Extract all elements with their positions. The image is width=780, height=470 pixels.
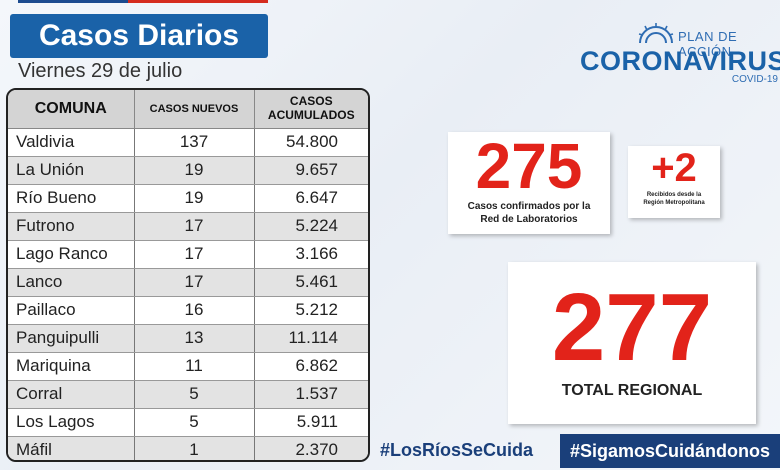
table-row: La Unión 19 9.657 bbox=[8, 156, 368, 185]
cell-casos-nuevos: 11 bbox=[134, 352, 255, 381]
table-row: Máfil 1 2.370 bbox=[8, 436, 368, 460]
cell-casos-acumulados: 5.212 bbox=[254, 296, 368, 325]
cell-casos-acumulados: 6.647 bbox=[254, 184, 368, 213]
cell-casos-nuevos: 16 bbox=[134, 296, 255, 325]
cell-casos-nuevos: 17 bbox=[134, 212, 255, 241]
confirmed-cases-card: 275 Casos confirmados por la Red de Labo… bbox=[448, 132, 610, 234]
table-row: Los Lagos 5 5.911 bbox=[8, 408, 368, 437]
header-casos-acumulados: CASOS ACUMULADOS bbox=[254, 90, 368, 129]
cell-casos-acumulados: 5.224 bbox=[254, 212, 368, 241]
cell-casos-acumulados: 54.800 bbox=[254, 128, 368, 157]
table-row: Río Bueno 19 6.647 bbox=[8, 184, 368, 213]
cell-comuna: Valdivia bbox=[8, 128, 135, 157]
cell-casos-nuevos: 17 bbox=[134, 240, 255, 269]
confirmed-value: 275 bbox=[475, 130, 583, 202]
cell-comuna: Lago Ranco bbox=[8, 240, 135, 269]
cell-casos-nuevos: 1 bbox=[134, 436, 255, 460]
cell-casos-acumulados: 1.537 bbox=[254, 380, 368, 409]
cell-comuna: Corral bbox=[8, 380, 135, 409]
logo-coronavirus-text: CORONAVIRUS bbox=[580, 46, 780, 76]
cell-casos-nuevos: 5 bbox=[134, 408, 255, 437]
metropolitana-cases-card: +2 Recibidos desde la Región Metropolita… bbox=[628, 146, 720, 218]
table-row: Valdivia 137 54.800 bbox=[8, 128, 368, 157]
metropolitana-label-line2: Región Metropolitana bbox=[643, 199, 705, 206]
report-date: Viernes 29 de julio bbox=[18, 60, 183, 82]
hashtag-sigamos: #SigamosCuidándonos bbox=[560, 434, 780, 468]
table-row: Futrono 17 5.224 bbox=[8, 212, 368, 241]
table-row: Paillaco 16 5.212 bbox=[8, 296, 368, 325]
cell-comuna: Río Bueno bbox=[8, 184, 135, 213]
cell-comuna: Futrono bbox=[8, 212, 135, 241]
cell-comuna: Mariquina bbox=[8, 352, 135, 381]
cell-comuna: Lanco bbox=[8, 268, 135, 297]
cell-casos-acumulados: 5.911 bbox=[254, 408, 368, 437]
sun-emblem-icon bbox=[638, 23, 674, 44]
table-row: Lanco 17 5.461 bbox=[8, 268, 368, 297]
cell-casos-nuevos: 5 bbox=[134, 380, 255, 409]
total-label: TOTAL REGIONAL bbox=[561, 382, 703, 399]
metropolitana-label-line1: Recibidos desde la bbox=[646, 192, 702, 198]
cell-casos-nuevos: 137 bbox=[134, 128, 255, 157]
confirmed-label: Casos confirmados por la Red de Laborato… bbox=[448, 200, 610, 226]
header-acumulados-line1: CASOS bbox=[289, 93, 333, 108]
table-row: Lago Ranco 17 3.166 bbox=[8, 240, 368, 269]
cell-casos-acumulados: 3.166 bbox=[254, 240, 368, 269]
total-regional-card: 277 TOTAL REGIONAL bbox=[508, 262, 756, 424]
logo-plan-text: PLAN DE ACCIÓN bbox=[678, 29, 738, 59]
table-row: Mariquina 11 6.862 bbox=[8, 352, 368, 381]
cell-comuna: Paillaco bbox=[8, 296, 135, 325]
cell-casos-nuevos: 13 bbox=[134, 324, 255, 353]
cell-casos-acumulados: 6.862 bbox=[254, 352, 368, 381]
logo-covid-text: COVID-19 bbox=[731, 74, 778, 85]
cell-casos-acumulados: 5.461 bbox=[254, 268, 368, 297]
cases-table: COMUNA CASOS NUEVOS CASOS ACUMULADOS Val… bbox=[6, 88, 370, 462]
cell-casos-acumulados: 2.370 bbox=[254, 436, 368, 460]
cell-comuna: Máfil bbox=[8, 436, 135, 460]
header-acumulados-line2: ACUMULADOS bbox=[267, 107, 355, 122]
cell-comuna: La Unión bbox=[8, 156, 135, 185]
table-row: Panguipulli 13 11.114 bbox=[8, 324, 368, 353]
metropolitana-value: +2 bbox=[651, 146, 697, 190]
header-comuna: COMUNA bbox=[8, 90, 135, 129]
top-flag-stripe bbox=[18, 0, 268, 6]
confirmed-label-line2: Red de Laboratorios bbox=[480, 214, 578, 225]
cell-casos-nuevos: 19 bbox=[134, 156, 255, 185]
confirmed-label-line1: Casos confirmados por la bbox=[467, 201, 591, 212]
coronavirus-logo: PLAN DE ACCIÓN CORONAVIRUS COVID-19 bbox=[578, 22, 780, 88]
header-casos-nuevos: CASOS NUEVOS bbox=[134, 90, 255, 129]
cell-casos-acumulados: 11.114 bbox=[254, 324, 368, 353]
table-header-row: COMUNA CASOS NUEVOS CASOS ACUMULADOS bbox=[8, 90, 368, 129]
metropolitana-label: Recibidos desde la Región Metropolitana bbox=[630, 192, 718, 208]
total-value: 277 bbox=[551, 274, 713, 381]
page-title: Casos Diarios bbox=[10, 14, 268, 58]
table-row: Corral 5 1.537 bbox=[8, 380, 368, 409]
cell-casos-acumulados: 9.657 bbox=[254, 156, 368, 185]
cell-comuna: Panguipulli bbox=[8, 324, 135, 353]
cell-casos-nuevos: 19 bbox=[134, 184, 255, 213]
cell-casos-nuevos: 17 bbox=[134, 268, 255, 297]
hashtag-los-rios: #LosRíosSeCuida bbox=[380, 440, 534, 460]
cell-comuna: Los Lagos bbox=[8, 408, 135, 437]
